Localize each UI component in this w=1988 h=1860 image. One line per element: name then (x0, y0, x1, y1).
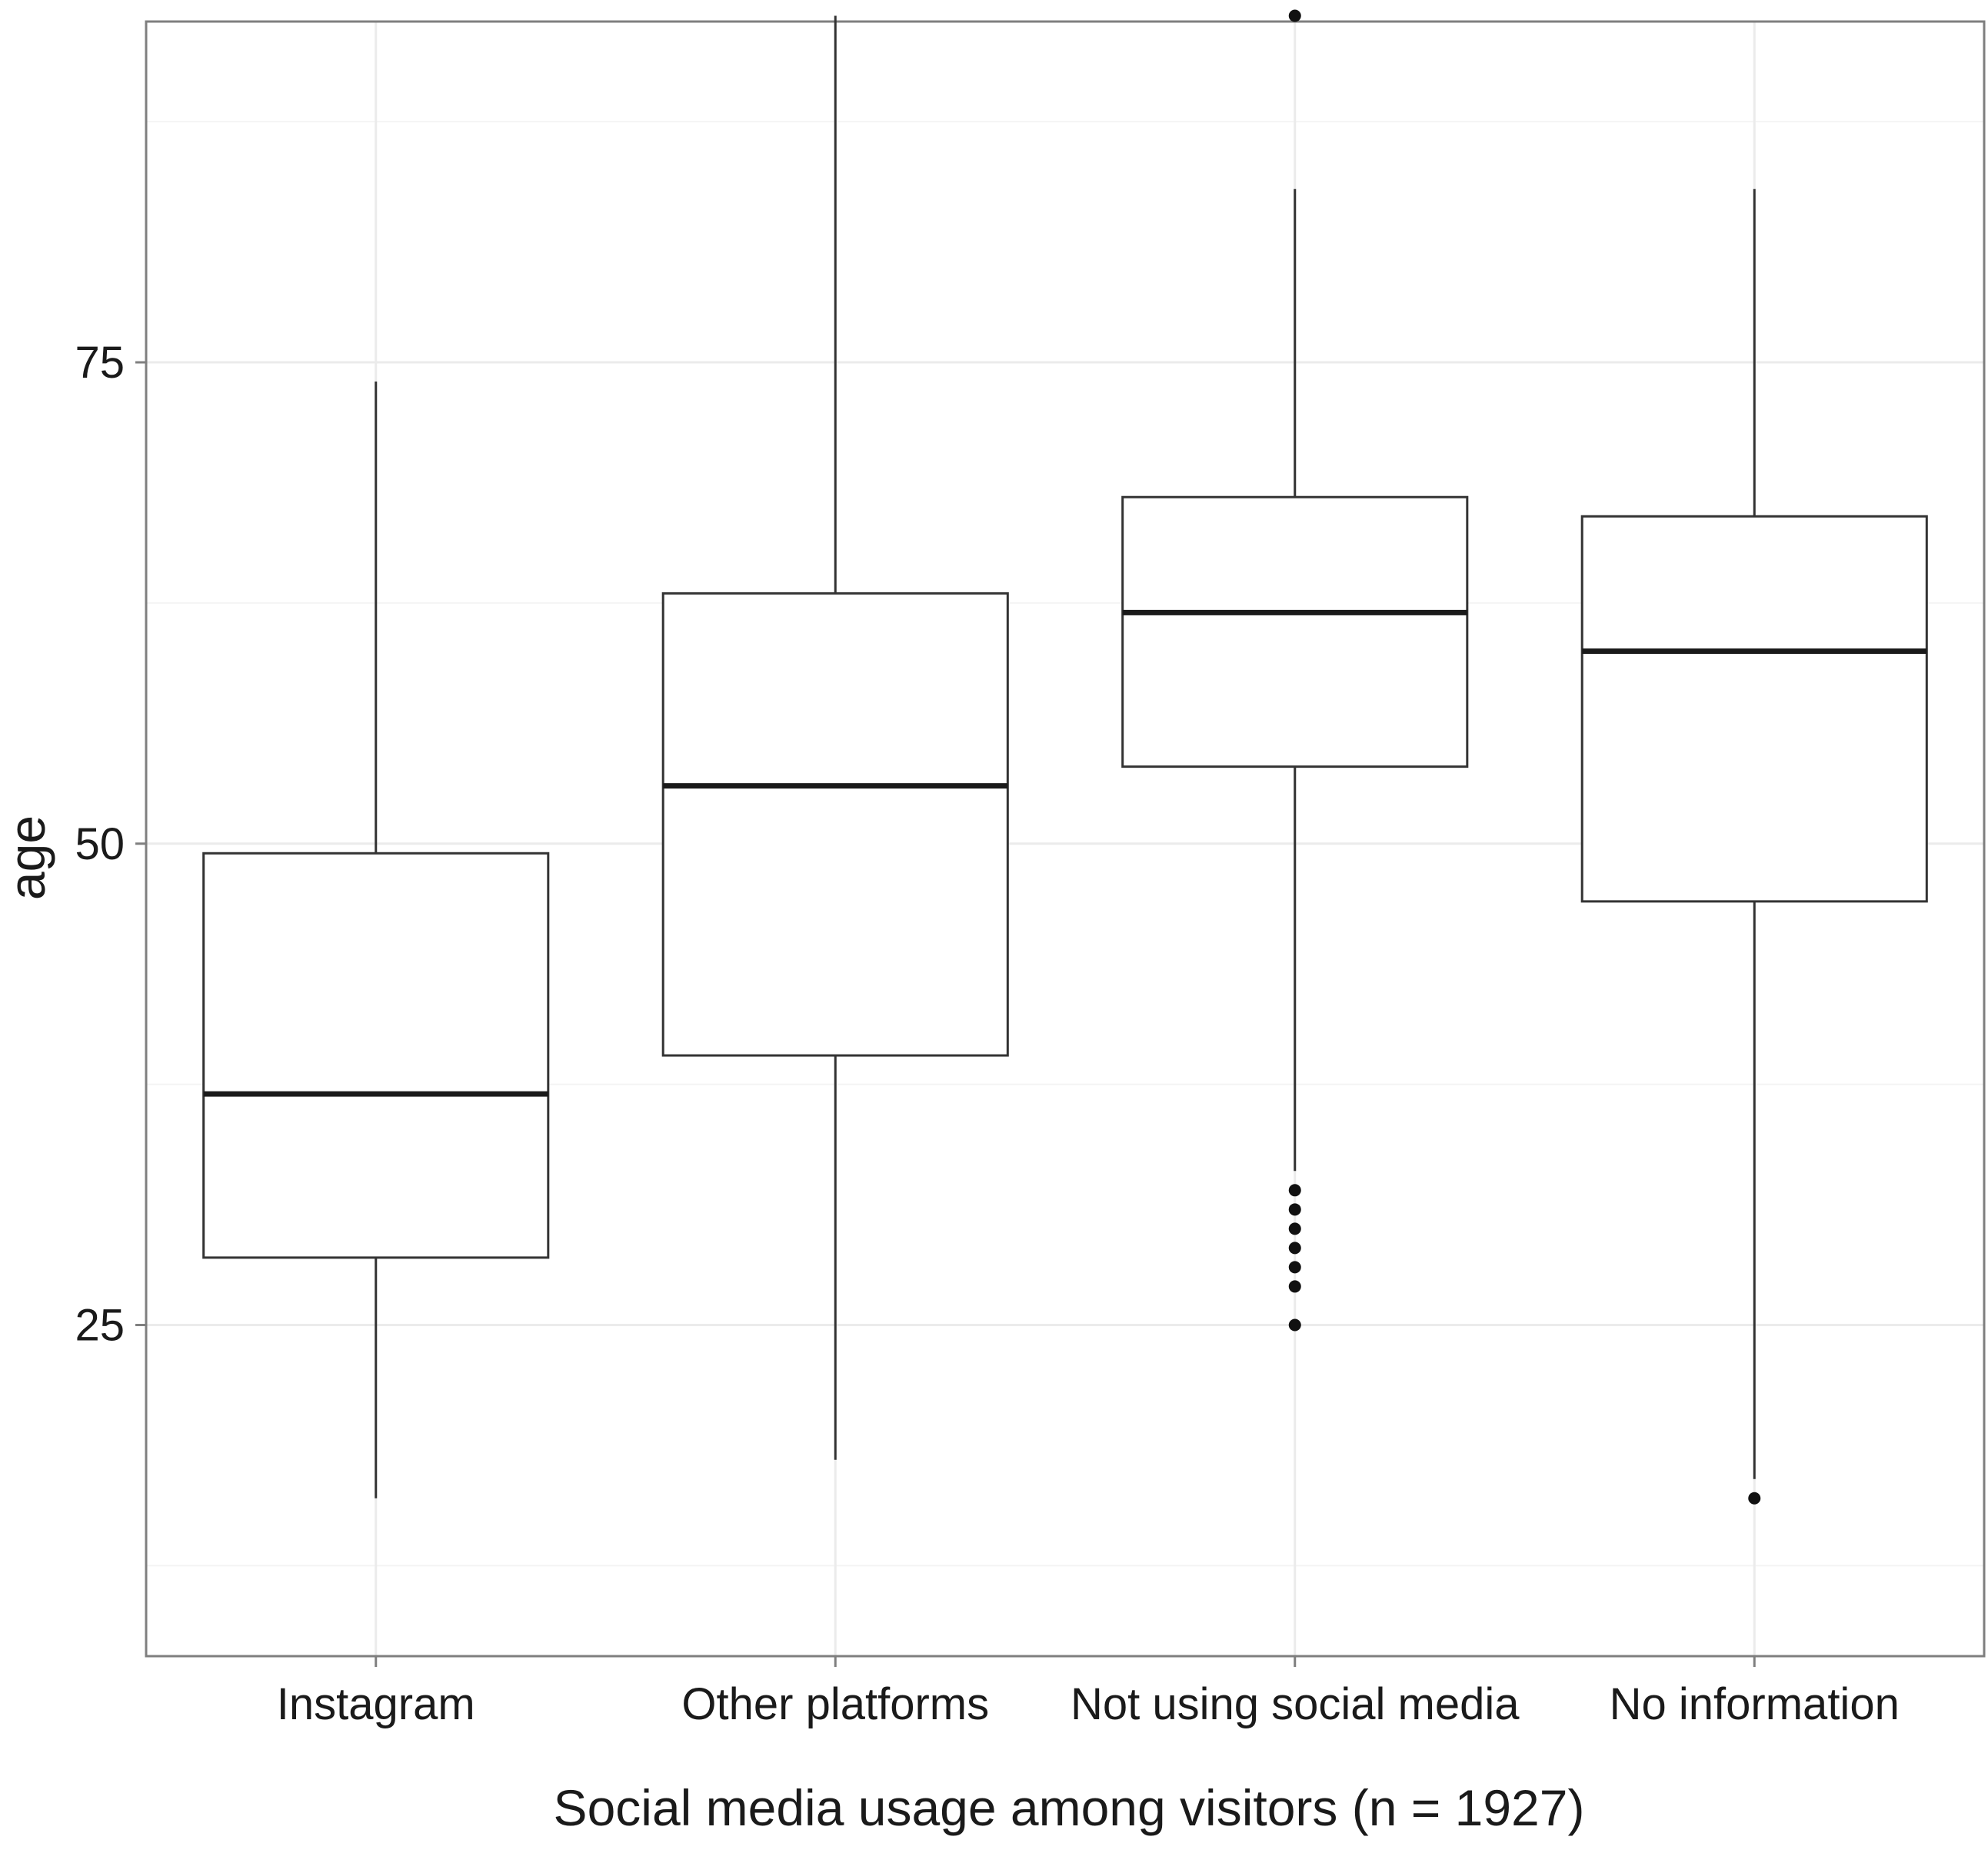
box-no-information (1580, 188, 1928, 1505)
y-tick-label: 50 (75, 819, 125, 869)
iqr-box (1580, 515, 1928, 903)
y-axis: 25 50 75 (75, 338, 146, 1350)
x-axis-title: Social media usage among visitors (n = 1… (554, 1779, 1585, 1836)
iqr-box (202, 852, 550, 1259)
outlier-point (1288, 1318, 1301, 1332)
x-tick-label: Not using social media (1071, 1679, 1520, 1729)
box-other-platforms (661, 15, 1009, 1460)
y-tick-label: 75 (75, 338, 125, 388)
outlier-point (1288, 1184, 1301, 1197)
outlier-point (1288, 9, 1301, 22)
iqr-box (661, 592, 1009, 1057)
outlier-point (1288, 1261, 1301, 1274)
x-axis: Instagram Other platforms Not using social… (277, 1656, 1900, 1729)
x-tick-label: Other platforms (681, 1679, 989, 1729)
x-tick-label: No information (1610, 1679, 1900, 1729)
box-not-using-social-media (1121, 9, 1469, 1332)
y-tick-label: 25 (75, 1300, 125, 1350)
outlier-point (1748, 1492, 1761, 1505)
outlier-point (1288, 1242, 1301, 1255)
outlier-point (1288, 1280, 1301, 1293)
x-tick-label: Instagram (277, 1679, 475, 1729)
boxes-layer (202, 9, 1928, 1505)
outlier-point (1288, 1222, 1301, 1235)
iqr-box (1121, 495, 1469, 768)
box-instagram (202, 382, 550, 1498)
outlier-point (1288, 1203, 1301, 1216)
plot-panel (145, 20, 1986, 1658)
y-axis-title: age (0, 815, 55, 900)
